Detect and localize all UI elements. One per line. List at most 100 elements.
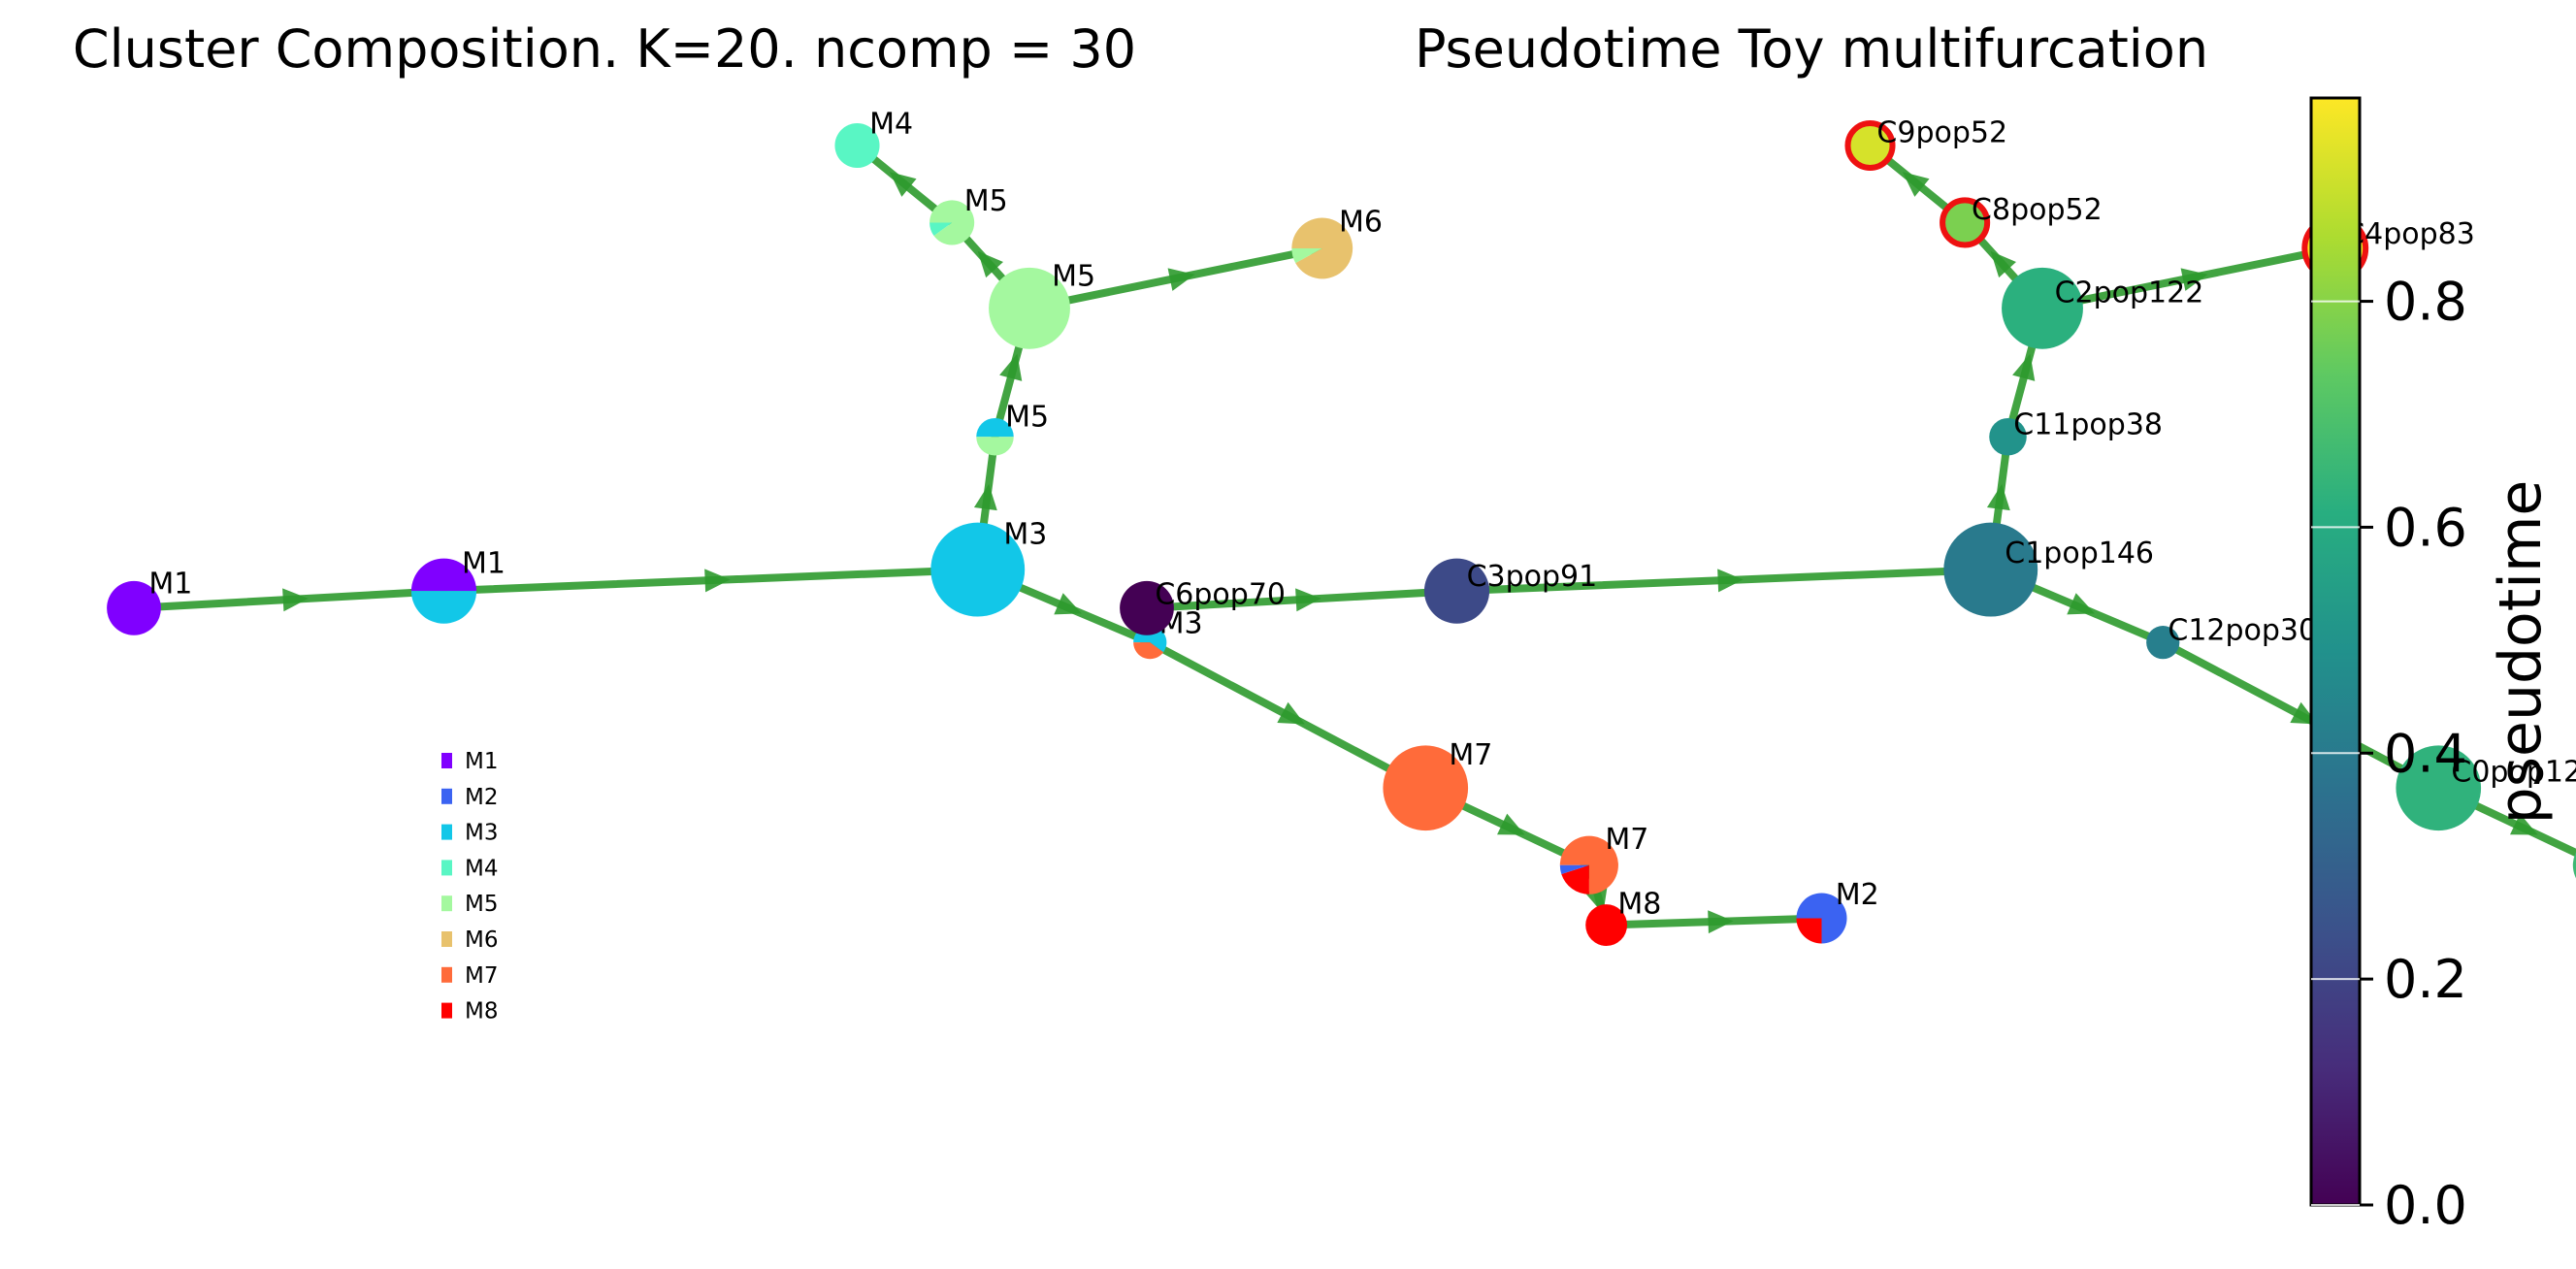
legend-label-m5: M5 xyxy=(465,892,498,917)
right-edge-arrow-c11-c2 xyxy=(2012,353,2036,381)
pie-slice-c11-m3 xyxy=(976,417,1014,438)
colorbar-tick-label-1: 0.2 xyxy=(2384,949,2467,1010)
pseudotime-node-c8 xyxy=(1940,197,1991,248)
pseudotime-label-c1: C1pop146 xyxy=(2005,537,2154,570)
right-edge-arrow-c1-c12 xyxy=(2067,593,2095,615)
composition-legend: M1 M2 M3 M4 M5 M6 M7 M8 xyxy=(441,749,498,1025)
pseudotime-label-c9: C9pop52 xyxy=(1876,116,2007,150)
right-edge-arrow-c2-c4 xyxy=(2180,268,2208,291)
pseudotime-node-c1 xyxy=(1943,522,2038,617)
pseudotime-node-c11 xyxy=(1989,417,2027,456)
node-label-c5: M7 xyxy=(1605,823,1648,857)
cluster-composition-title: Cluster Composition. K=20. ncomp = 30 xyxy=(73,18,1136,80)
pseudotime-label-c4: C4pop83 xyxy=(2344,217,2475,251)
node-label-c7: M2 xyxy=(1836,878,1879,912)
left-edge-arrow-c6-c3 xyxy=(282,588,309,612)
pie-slice-c12-m7 xyxy=(1133,642,1164,660)
pie-slice-c3-m3 xyxy=(410,591,477,624)
right-edge-arrow-c0-c5 xyxy=(2510,813,2538,835)
pseudotime-node-c9 xyxy=(1844,119,1896,172)
colorbar-label: pseudotime xyxy=(2487,480,2555,825)
right-edge-arrow-c6-c3 xyxy=(1295,588,1321,612)
left-edge-arrow-c12-c0 xyxy=(1277,701,1305,725)
pseudotime-label-c3: C3pop91 xyxy=(1467,560,1598,594)
pie-node-c10 xyxy=(1585,904,1628,946)
colorbar-ticks: 0.0 0.2 0.4 0.6 0.8 xyxy=(2311,272,2467,1236)
left-node-labels: M4 M5 M6 M5 M5 M3 M1 M1 M3 M7 M7 M8 M2 xyxy=(148,107,1878,921)
pseudotime-title: Pseudotime Toy multifurcation xyxy=(1415,18,2208,80)
node-label-c6: M1 xyxy=(148,567,192,601)
legend-label-m1: M1 xyxy=(465,749,498,774)
node-label-c1: M3 xyxy=(1003,517,1047,551)
right-edge-arrow-c1-c11 xyxy=(1986,483,2010,511)
left-edge-arrow-c11-c2 xyxy=(999,353,1023,381)
pseudotime-node-c3 xyxy=(1423,558,1490,624)
legend-swatch-m8 xyxy=(441,1002,452,1019)
node-label-c8: M5 xyxy=(964,184,1008,218)
pie-slice-c7-m8 xyxy=(1796,918,1822,944)
left-edge-arrow-c3-c1 xyxy=(704,569,731,593)
cluster-composition-panel: Cluster Composition. K=20. ncomp = 30 M4… xyxy=(73,18,1879,1025)
right-edge-arrow-c8-c9 xyxy=(1902,172,1930,197)
pseudotime-node-c6 xyxy=(1120,580,1174,635)
colorbar-tick-label-0: 0.0 xyxy=(2384,1175,2467,1236)
legend-swatch-m4 xyxy=(441,860,452,876)
left-edge-arrow-c2-c8 xyxy=(977,250,1003,278)
pseudotime-colorbar: 0.0 0.2 0.4 0.6 0.8 pseudotime xyxy=(2309,96,2555,1236)
legend-swatch-m7 xyxy=(441,966,452,983)
pie-slice-c3-m1 xyxy=(410,558,477,592)
legend-swatch-m1 xyxy=(441,753,452,768)
pie-node-c1 xyxy=(930,522,1026,617)
right-node-labels: C9pop52 C8pop52 C4pop83 C2pop122 C11pop38 C1p… xyxy=(1155,116,2576,790)
pseudotime-label-c6: C6pop70 xyxy=(1155,578,1286,612)
colorbar-gradient xyxy=(2309,96,2362,1207)
pseudotime-node-c2 xyxy=(2002,267,2083,349)
left-edge-arrow-c8-c9 xyxy=(889,172,917,197)
pseudotime-label-c8: C8pop52 xyxy=(1972,193,2103,227)
legend-label-m2: M2 xyxy=(465,785,498,810)
pie-slice-c8-m5 xyxy=(929,200,975,245)
legend-swatch-m3 xyxy=(441,824,452,840)
legend-swatch-m6 xyxy=(441,931,452,947)
node-label-c3: M1 xyxy=(462,547,505,581)
pie-slice-c4-m5 xyxy=(1291,247,1322,264)
pie-node-c0 xyxy=(1383,745,1469,831)
pie-slice-c11-m5 xyxy=(976,437,1014,456)
right-edge-arrow-c2-c8 xyxy=(1990,250,2016,278)
pie-node-c6 xyxy=(107,580,161,635)
left-edge-arrow-c10-c7 xyxy=(1708,910,1734,934)
left-edge-arrow-c0-c5 xyxy=(1497,813,1525,835)
node-label-c0: M7 xyxy=(1449,738,1492,772)
legend-label-m6: M6 xyxy=(465,927,498,953)
legend-swatch-m5 xyxy=(441,895,452,912)
right-edge-arrow-c3-c1 xyxy=(1717,569,1744,593)
colorbar-tick-label-4: 0.8 xyxy=(2384,272,2467,333)
pseudotime-node-c0 xyxy=(2396,745,2482,831)
legend-label-m4: M4 xyxy=(465,856,498,881)
pseudotime-panel: Pseudotime Toy multifurcation C9pop52 C8p… xyxy=(1120,18,2576,879)
pseudotime-label-c11: C11pop38 xyxy=(2013,407,2163,441)
node-label-c2: M5 xyxy=(1052,260,1095,294)
pie-slice-c5-m2 xyxy=(1559,864,1589,875)
left-nodes xyxy=(107,122,1847,946)
pie-node-c9 xyxy=(834,122,880,169)
node-label-c10: M8 xyxy=(1617,888,1661,922)
pseudotime-node-c5 xyxy=(2572,852,2576,879)
pie-slice-c5-m8 xyxy=(1561,864,1589,895)
legend-label-m7: M7 xyxy=(465,963,498,989)
pseudotime-label-c0: C0pop129 xyxy=(2451,756,2576,790)
colorbar-tick-label-3: 0.6 xyxy=(2384,497,2467,558)
pseudotime-label-c2: C2pop122 xyxy=(2055,276,2204,309)
pseudotime-label-c12: C12pop30 xyxy=(2168,614,2317,648)
node-label-c11: M5 xyxy=(1005,401,1049,435)
node-label-c4: M6 xyxy=(1339,206,1383,240)
pseudotime-node-c12 xyxy=(2146,626,2180,660)
left-edge-arrow-c1-c11 xyxy=(973,483,997,511)
left-edge-arrow-c1-c12 xyxy=(1054,593,1082,615)
left-edge-arrow-c2-c4 xyxy=(1167,268,1195,291)
node-label-c9: M4 xyxy=(869,107,913,141)
pie-slice-c8-m4 xyxy=(929,222,953,237)
colorbar-tick-label-2: 0.4 xyxy=(2384,723,2467,784)
